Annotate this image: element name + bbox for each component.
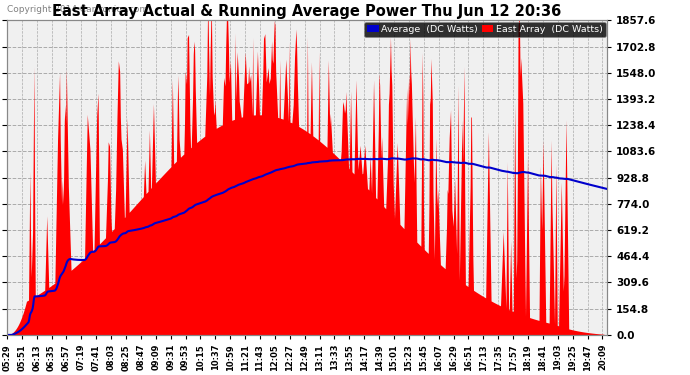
Legend: Average  (DC Watts), East Array  (DC Watts): Average (DC Watts), East Array (DC Watts… bbox=[364, 22, 606, 37]
Title: East Array Actual & Running Average Power Thu Jun 12 20:36: East Array Actual & Running Average Powe… bbox=[52, 4, 562, 19]
Text: Copyright 2014 Cartronics.com: Copyright 2014 Cartronics.com bbox=[7, 5, 148, 14]
